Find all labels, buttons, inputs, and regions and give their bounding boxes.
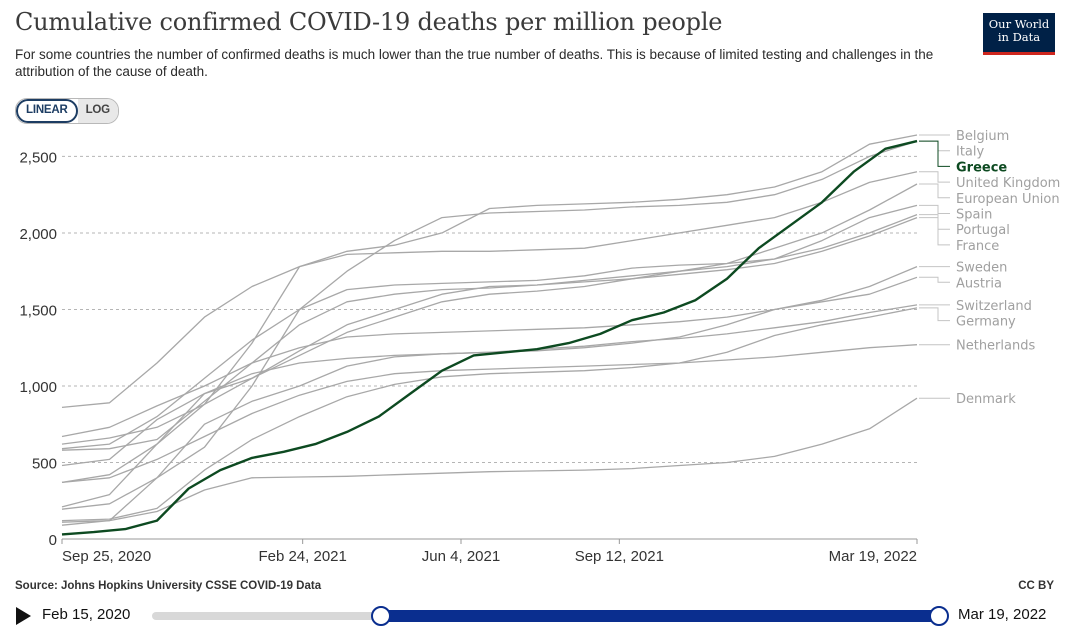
y-tick-label: 2,000	[19, 226, 57, 243]
y-tick-label: 1,000	[19, 379, 57, 396]
legend-connector	[919, 276, 950, 283]
timeline-selected-range[interactable]	[381, 610, 939, 622]
legend-label-netherlands: Netherlands	[956, 339, 1035, 354]
line-chart: 0 500 1,000 1,500 2,000 2,500 Sep 25, 2020 Feb …	[19, 129, 1060, 565]
legend-connector	[919, 204, 950, 214]
series-line-denmark	[61, 397, 918, 523]
x-tick-label: Sep 12, 2021	[575, 548, 664, 565]
legend-label-greece: Greece	[956, 160, 1007, 175]
logo-line-2: in Data	[997, 30, 1041, 44]
legend-label-austria: Austria	[956, 276, 1002, 291]
timeline-end-handle[interactable]	[929, 606, 949, 626]
series-line-italy	[61, 140, 918, 450]
legend-connector	[919, 307, 950, 322]
series-line-netherlands	[61, 344, 918, 484]
y-tick-label: 2,500	[19, 149, 57, 166]
source-note[interactable]: Source: Johns Hopkins University CSSE CO…	[15, 580, 322, 592]
legend-connector	[919, 183, 950, 199]
y-tick-label: 500	[32, 455, 57, 472]
chart-title: Cumulative confirmed COVID-19 deaths per…	[15, 8, 723, 36]
owid-logo[interactable]: Our World in Data	[983, 13, 1055, 55]
timeline-start-handle[interactable]	[371, 606, 392, 626]
series-line-belgium	[61, 134, 918, 409]
legend-label-denmark: Denmark	[956, 392, 1016, 407]
license-link[interactable]: CC BY	[1018, 580, 1054, 592]
chart-subtitle: For some countries the number of confirm…	[15, 47, 934, 79]
legend-connector	[919, 217, 950, 246]
series-line-european-union	[61, 183, 918, 484]
legend-label-united-kingdom: United Kingdom	[956, 176, 1060, 191]
y-tick-label: 0	[49, 532, 57, 549]
series-line-germany	[61, 307, 918, 522]
legend-connector	[919, 140, 950, 167]
legend-label-italy: Italy	[956, 145, 985, 160]
x-tick-label: Mar 19, 2022	[829, 548, 917, 565]
series-line-switzerland	[61, 304, 918, 508]
series-line-portugal	[61, 213, 918, 510]
x-tick-label: Sep 25, 2020	[62, 548, 151, 565]
play-icon[interactable]	[16, 607, 31, 625]
series-line-france	[61, 216, 918, 467]
series-line-greece	[61, 139, 918, 536]
legend-connector	[919, 214, 950, 230]
x-tick-label: Jun 4, 2021	[422, 548, 500, 565]
linear-scale-button[interactable]: LINEAR	[16, 99, 78, 123]
legend-label-portugal: Portugal	[956, 223, 1010, 238]
legend-label-european-union: European Union	[956, 192, 1060, 207]
timeline-start-label: Feb 15, 2020	[42, 606, 131, 623]
legend-connector	[919, 140, 950, 152]
legend-label-france: France	[956, 239, 999, 254]
scale-toggle: LINEAR LOG	[15, 98, 119, 124]
legend-connector	[919, 171, 950, 183]
legend-label-switzerland: Switzerland	[956, 299, 1032, 314]
log-scale-button[interactable]: LOG	[77, 99, 118, 123]
legend-label-sweden: Sweden	[956, 261, 1007, 276]
legend-label-belgium: Belgium	[956, 129, 1009, 144]
y-tick-label: 1,500	[19, 302, 57, 319]
legend-label-germany: Germany	[956, 315, 1016, 330]
timeline-end-label: Mar 19, 2022	[958, 606, 1047, 623]
logo-line-1: Our World	[988, 17, 1050, 31]
x-tick-label: Feb 24, 2021	[258, 548, 346, 565]
legend-label-spain: Spain	[956, 208, 992, 223]
